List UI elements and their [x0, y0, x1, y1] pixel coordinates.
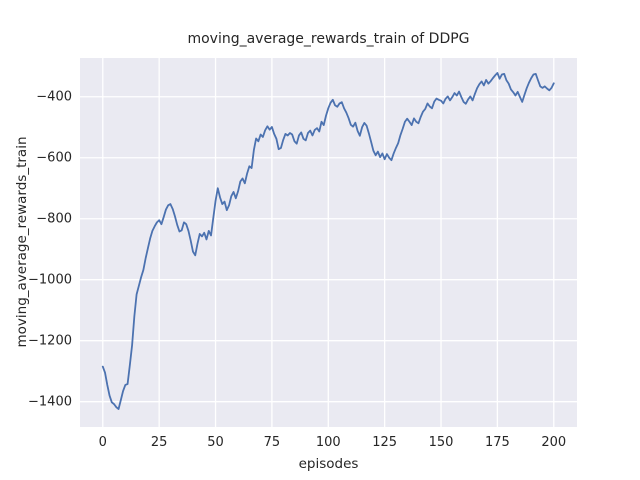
y-tick-label: −600: [36, 150, 72, 166]
x-tick-label: 150: [428, 435, 454, 450]
y-tick-label: −800: [36, 211, 72, 227]
y-tick-label: −1000: [28, 272, 72, 288]
x-tick-label: 200: [541, 435, 567, 450]
x-tick-label: 0: [98, 435, 107, 450]
x-tick-label: 175: [484, 435, 510, 450]
chart-title: moving_average_rewards_train of DDPG: [187, 31, 470, 47]
x-axis-label: episodes: [298, 456, 359, 472]
x-tick-label: 75: [263, 435, 281, 450]
ddpg-reward-line: [101, 72, 555, 410]
gridlines: [80, 58, 577, 427]
y-tick-label: −1200: [28, 333, 72, 349]
x-tick-label: 100: [315, 435, 341, 450]
x-tick-label: 125: [372, 435, 398, 450]
y-tick-label: −1400: [28, 394, 72, 410]
y-axis-label: moving_average_rewards_train: [14, 136, 30, 348]
x-tick-label: 50: [207, 435, 224, 450]
x-tick-label: 25: [150, 435, 168, 450]
y-tick-label: −400: [36, 89, 72, 105]
